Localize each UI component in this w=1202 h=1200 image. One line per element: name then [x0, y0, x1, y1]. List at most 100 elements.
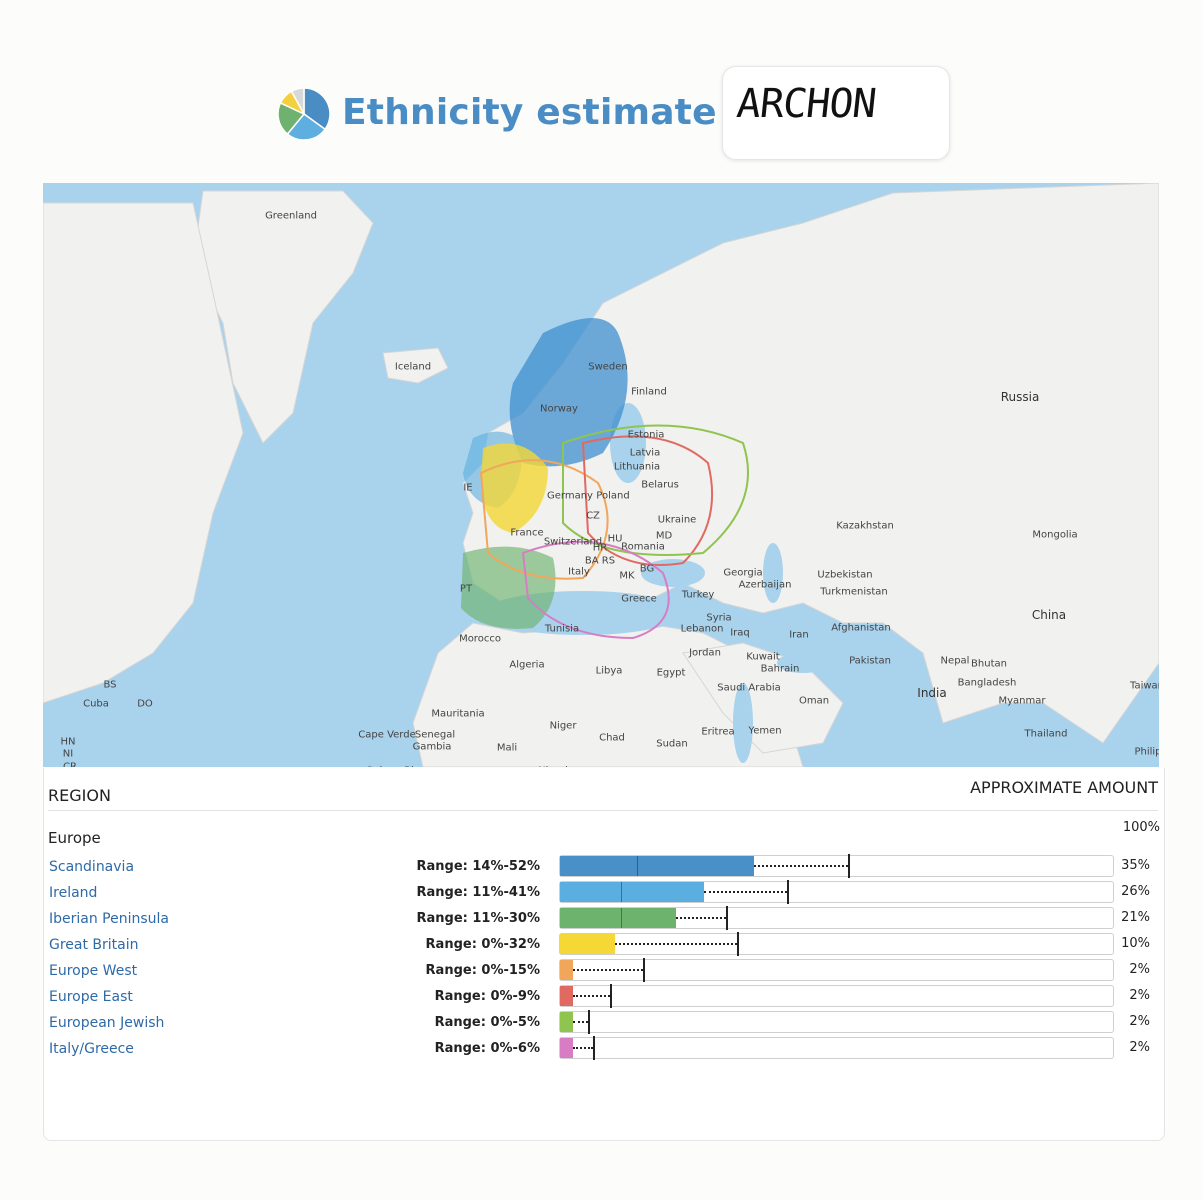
ethnicity-map[interactable]: Greenland Iceland Sweden Norway Finland Eston…	[43, 183, 1159, 767]
map-label: Cuba	[83, 698, 109, 710]
range-dotted-line	[615, 943, 737, 945]
region-europe-west	[479, 459, 609, 580]
map-label: Belarus	[641, 479, 679, 491]
region-name[interactable]: Great Britain	[49, 937, 139, 953]
bar-value	[560, 934, 616, 954]
map-label: Turkey	[681, 589, 715, 601]
map-label: Switzerland	[543, 536, 603, 548]
region-row[interactable]: Ireland Range: 11%-41% 26%	[0, 880, 1202, 907]
percent-label: 10%	[1121, 936, 1150, 951]
map-label: Latvia	[629, 447, 661, 459]
region-name[interactable]: Scandinavia	[49, 859, 135, 875]
map-label: Iceland	[394, 361, 432, 373]
region-row[interactable]: Europe West Range: 0%-15% 2%	[0, 958, 1202, 985]
map-label: NI	[62, 748, 74, 760]
region-scandinavia	[509, 318, 628, 467]
map-label: Myanmar	[998, 695, 1046, 707]
range-label: Range: 14%-52%	[416, 859, 540, 874]
range-dotted-line	[572, 1021, 588, 1023]
map-label: Finland	[631, 386, 667, 398]
persian-gulf	[777, 653, 829, 673]
region-row[interactable]: European Jewish Range: 0%-5% 2%	[0, 1010, 1202, 1037]
bar-value	[560, 908, 677, 928]
bar-track	[559, 906, 1114, 930]
map-label: Cape Verde	[358, 729, 416, 741]
map-label: Italy	[568, 566, 590, 578]
map-label: Libya	[595, 665, 623, 677]
map-label: Kuwait	[746, 651, 780, 663]
page-title: Ethnicity estimate for	[342, 92, 789, 133]
map-label: Algeria	[509, 659, 545, 671]
region-name[interactable]: European Jewish	[49, 1015, 165, 1031]
map-label: Lithuania	[613, 461, 661, 473]
region-row[interactable]: Europe East Range: 0%-9% 2%	[0, 984, 1202, 1011]
map-label: Eritrea	[701, 726, 735, 738]
map-label: BS	[103, 679, 117, 691]
map-label: Gambia	[412, 741, 452, 753]
map-label: Egypt	[656, 667, 686, 679]
red-sea	[733, 683, 753, 763]
map-label: Jordan	[689, 647, 721, 659]
map-label: IE	[463, 482, 473, 494]
range-low-marker	[620, 882, 622, 902]
map-label: Syria	[706, 612, 732, 624]
range-dotted-line	[676, 917, 726, 919]
region-row[interactable]: Iberian Peninsula Range: 11%-30% 21%	[0, 906, 1202, 933]
bar-track	[559, 958, 1114, 982]
region-column-header: REGION	[48, 786, 111, 805]
region-name[interactable]: Europe West	[49, 963, 138, 979]
map-label: Mauritania	[431, 708, 485, 720]
map-label: DO	[137, 698, 153, 710]
bar-track	[559, 1036, 1114, 1060]
bar-value	[560, 1012, 573, 1032]
range-high-marker	[593, 1036, 596, 1060]
region-name[interactable]: Italy/Greece	[49, 1041, 134, 1057]
map-label: Nepal	[940, 655, 970, 667]
map-label: Iraq	[730, 627, 750, 639]
region-row[interactable]: Great Britain Range: 0%-32% 10%	[0, 932, 1202, 959]
map-label: Tunisia	[544, 623, 580, 635]
map-label: MK	[619, 570, 635, 582]
pie-chart-icon	[277, 87, 331, 141]
map-label: Saudi Arabia	[717, 682, 781, 694]
map-label: Sweden	[588, 361, 628, 373]
map-label: Pakistan	[849, 655, 891, 667]
map-label: Estonia	[627, 429, 665, 441]
range-high-marker	[587, 1010, 590, 1034]
bar-value	[560, 882, 704, 902]
map-label: Thailand	[1024, 728, 1068, 740]
map-label: Bangladesh	[957, 677, 1017, 689]
bar-track	[559, 1010, 1114, 1034]
amount-column-header: APPROXIMATE AMOUNT	[970, 778, 1158, 797]
range-high-marker	[609, 984, 612, 1008]
range-dotted-line	[572, 969, 643, 971]
map-label: Sudan	[656, 738, 688, 750]
map-canvas	[43, 183, 1159, 767]
range-dotted-line	[753, 865, 848, 867]
map-label: Philip	[1134, 746, 1159, 758]
map-label: Greenland	[265, 210, 317, 222]
map-label: Afghanistan	[831, 622, 891, 634]
bar-value	[560, 986, 573, 1006]
bar-value	[560, 960, 573, 980]
map-label: Chad	[599, 732, 625, 744]
region-row[interactable]: Scandinavia Range: 14%-52% 35%	[0, 854, 1202, 881]
region-name[interactable]: Iberian Peninsula	[49, 911, 170, 927]
map-label: France	[510, 527, 544, 539]
map-label: Turkmenistan	[820, 586, 888, 598]
map-label: Oman	[798, 695, 830, 707]
range-high-marker	[786, 880, 789, 904]
range-high-marker	[847, 854, 850, 878]
bar-track	[559, 854, 1114, 878]
pie-slice	[290, 87, 305, 115]
map-label: Norway	[540, 403, 578, 415]
region-name[interactable]: Europe East	[49, 989, 133, 1005]
range-label: Range: 0%-5%	[434, 1015, 540, 1030]
map-label: BG	[639, 563, 655, 575]
range-high-marker	[642, 958, 645, 982]
range-label: Range: 0%-15%	[425, 963, 540, 978]
region-name[interactable]: Ireland	[49, 885, 98, 901]
region-row[interactable]: Italy/Greece Range: 0%-6% 2%	[0, 1036, 1202, 1063]
region-iberian-peninsula	[461, 546, 556, 629]
map-label: CZ	[586, 510, 600, 522]
